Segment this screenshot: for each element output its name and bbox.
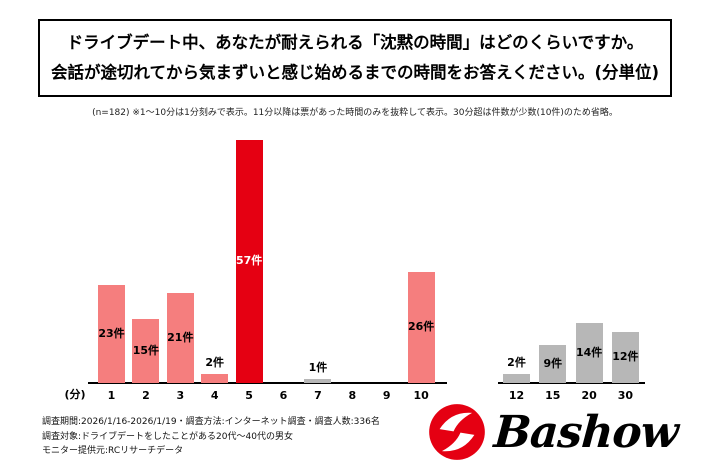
bar-value-label: 12件 [612,350,639,363]
bar-value-label: 57件 [235,254,263,267]
bar-rect [98,285,125,383]
x-tick-label: 2 [142,389,150,402]
x-tick-label: 30 [617,389,634,402]
bar-rect [407,272,435,383]
x-tick-label: 8 [348,389,357,402]
footer-monitor-source: モニター提供元:RCリサーチデータ [42,446,184,456]
x-tick-label: 1 [107,389,116,402]
bar-rect [166,293,194,383]
chart-note: (n=182) ※1〜10分は1分刻みで表示。11分以降は票があった時間のみを抜… [92,108,618,118]
x-tick-label: 12 [508,389,525,402]
title-line1: ドライブデート中、あなたが耐えられる「沈黙の時間」はどのくらいですか。 [66,33,644,52]
footer-survey-period: 調査期間:2026/1/16-2026/1/19・調査方法:インターネット調査・… [42,417,380,427]
x-tick-label: 7 [314,389,322,402]
bashow-logo-text: Bashow [492,406,680,458]
title-line2: 会話が途切れてから気まずいと感じ始めるまでの時間をお答えください。(分単位) [50,63,660,82]
bar-value-label: 14件 [575,346,603,359]
x-tick-label: 10 [413,389,429,402]
bar-rect [611,332,639,383]
title-box: ドライブデート中、あなたが耐えられる「沈黙の時間」はどのくらいですか。 会話が途… [38,19,672,97]
bar-value-label: 15件 [132,344,160,357]
bar-value-label: 9件 [543,357,563,370]
bashow-logo-icon [429,404,485,460]
x-tick-label: 5 [245,389,253,402]
bar-chart: (分) 23件 1 15件 2 21件 3 2件 4 57件 5 6 1件 7 8 9 26件 10 2件 12 9件… [0,130,710,402]
x-tick-label: 15 [545,389,561,402]
bar-value-label: 1件 [308,361,328,374]
bar-rect [575,323,603,383]
bar-value-label: 2件 [205,356,225,369]
x-tick-label: 6 [279,389,288,402]
bar-rect [235,140,263,383]
x-tick-label: 20 [581,389,597,402]
x-axis-unit-label: (分) [64,388,86,401]
bar-rect [539,345,567,383]
bar-value-label: 21件 [167,331,194,344]
footer-survey-target: 調査対象:ドライブデートをしたことがある20代〜40代の男女 [42,431,293,442]
x-axis-left-segment [88,382,447,384]
bar-rect [132,319,160,383]
bar-value-label: 23件 [98,327,125,340]
x-tick-label: 3 [176,389,185,402]
bar-value-label: 2件 [507,356,526,369]
bar-rect [503,374,530,383]
bar-rect [201,374,229,383]
bar-rect [304,379,332,383]
x-axis-right-segment [498,382,645,384]
bashow-logo: Bashow [428,401,680,463]
x-tick-label: 4 [210,389,219,402]
survey-footer: 調査期間:2026/1/16-2026/1/19・調査方法:インターネット調査・… [42,415,380,459]
x-tick-label: 9 [382,389,391,402]
bar-value-label: 26件 [407,320,435,333]
